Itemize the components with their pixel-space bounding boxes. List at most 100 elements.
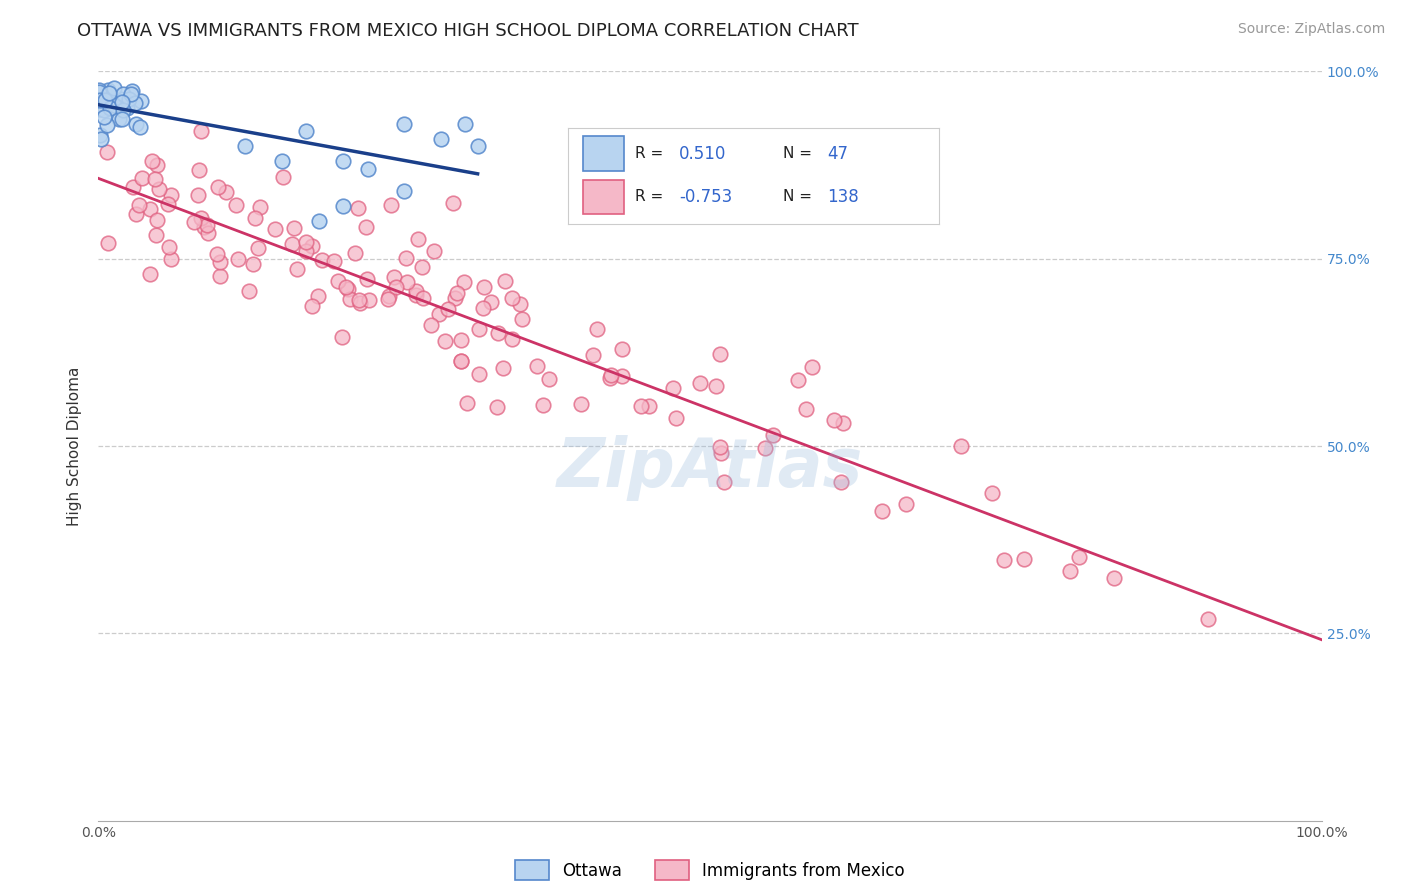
Point: [332, 199, 354, 213]
Point: [103, 80, 125, 95]
Point: [295, 235, 318, 249]
Point: [630, 399, 652, 413]
Point: [356, 161, 378, 176]
Point: [378, 288, 401, 302]
Point: [243, 211, 266, 225]
Point: [301, 299, 323, 313]
Point: [103, 98, 125, 112]
Point: [117, 101, 139, 115]
Point: [124, 95, 146, 110]
Point: [187, 163, 209, 178]
Point: [98, 90, 121, 104]
Point: [586, 322, 609, 336]
Point: [1102, 571, 1125, 585]
Point: [456, 396, 478, 410]
Point: [94, 93, 117, 107]
Text: 138: 138: [827, 188, 859, 206]
Point: [450, 354, 472, 368]
Point: [207, 179, 229, 194]
Point: [93, 110, 115, 124]
Text: 0.510: 0.510: [679, 145, 727, 162]
Point: [157, 240, 180, 254]
Point: [419, 318, 441, 332]
Point: [146, 158, 169, 172]
Point: [870, 504, 893, 518]
Point: [238, 284, 260, 298]
Point: [96, 97, 118, 112]
Point: [443, 196, 465, 211]
Point: [233, 139, 256, 153]
Point: [97, 82, 120, 96]
Text: R =: R =: [634, 189, 668, 204]
Point: [709, 441, 731, 455]
Point: [157, 197, 180, 211]
Point: [453, 275, 475, 289]
Point: [98, 86, 121, 100]
Point: [281, 237, 304, 252]
Point: [308, 214, 330, 228]
Point: [450, 333, 472, 347]
Point: [472, 301, 495, 315]
Point: [141, 154, 163, 169]
Point: [1067, 549, 1090, 564]
Point: [143, 172, 166, 186]
Point: [468, 367, 491, 381]
Point: [801, 359, 824, 374]
Point: [599, 371, 621, 385]
Point: [270, 154, 294, 169]
Point: [354, 220, 377, 235]
Point: [486, 326, 509, 340]
Point: [510, 311, 533, 326]
Point: [96, 118, 118, 132]
Point: [993, 553, 1015, 567]
Point: [479, 295, 502, 310]
Point: [96, 145, 118, 159]
Point: [208, 255, 231, 269]
Point: [709, 347, 731, 361]
Point: [454, 117, 477, 131]
Point: [249, 200, 271, 214]
Point: [93, 103, 115, 117]
Point: [349, 295, 371, 310]
Text: 47: 47: [827, 145, 848, 162]
Point: [406, 231, 429, 245]
Point: [111, 112, 134, 127]
Point: [385, 280, 408, 294]
Point: [357, 293, 380, 308]
Point: [122, 179, 145, 194]
Legend: Ottawa, Immigrants from Mexico: Ottawa, Immigrants from Mexico: [516, 861, 904, 880]
Point: [405, 287, 427, 301]
Point: [509, 297, 531, 311]
Point: [128, 198, 150, 212]
Point: [98, 101, 121, 115]
Point: [328, 274, 350, 288]
Point: [105, 99, 128, 113]
Point: [90, 132, 112, 146]
Point: [111, 95, 134, 109]
Point: [1059, 564, 1081, 578]
Point: [111, 87, 134, 102]
Point: [347, 293, 370, 307]
Point: [93, 92, 115, 106]
Point: [215, 186, 238, 200]
Text: R =: R =: [634, 146, 668, 161]
Point: [412, 291, 434, 305]
Point: [710, 446, 733, 460]
Text: N =: N =: [783, 146, 817, 161]
Point: [377, 292, 399, 306]
Point: [612, 369, 634, 384]
Point: [125, 118, 148, 132]
Point: [468, 322, 491, 336]
Point: [472, 280, 495, 294]
Point: [494, 274, 516, 288]
Point: [392, 117, 416, 131]
Point: [139, 267, 162, 281]
Point: [347, 201, 370, 215]
Point: [949, 439, 972, 453]
Point: [190, 211, 212, 225]
Point: [599, 368, 621, 383]
Point: [295, 244, 318, 258]
Text: OTTAWA VS IMMIGRANTS FROM MEXICO HIGH SCHOOL DIPLOMA CORRELATION CHART: OTTAWA VS IMMIGRANTS FROM MEXICO HIGH SC…: [77, 22, 859, 40]
Point: [832, 417, 855, 431]
Point: [423, 244, 446, 258]
